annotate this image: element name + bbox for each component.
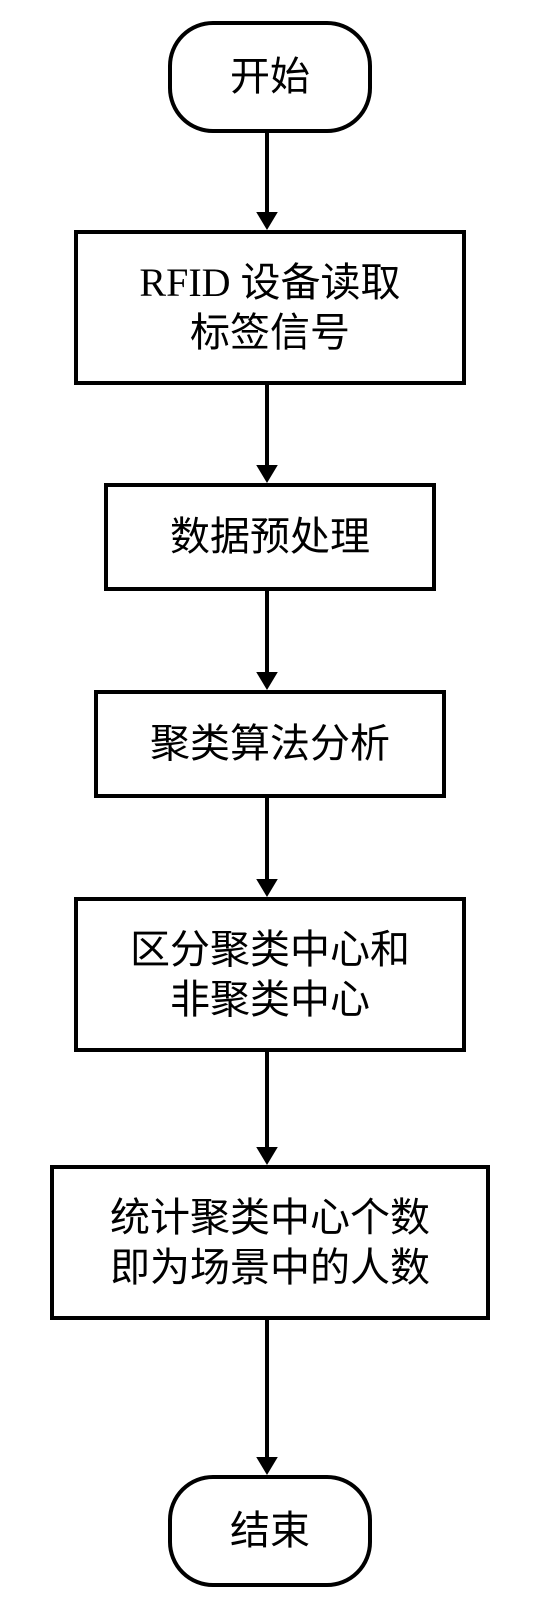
process-step-4: 区分聚类中心和 非聚类中心	[74, 897, 466, 1052]
process-step-2: 数据预处理	[104, 483, 436, 591]
arrow-3	[247, 798, 287, 897]
arrow-4	[247, 1052, 287, 1165]
step5-label: 统计聚类中心个数 即为场景中的人数	[110, 1193, 430, 1293]
process-step-5: 统计聚类中心个数 即为场景中的人数	[50, 1165, 490, 1320]
step2-label: 数据预处理	[170, 512, 370, 562]
flowchart-container: 开始 RFID 设备读取 标签信号 数据预处理 聚类算法分析 区分聚类中心和 非…	[0, 0, 533, 1613]
step3-label: 聚类算法分析	[150, 719, 390, 769]
process-step-3: 聚类算法分析	[94, 690, 446, 798]
arrow-0	[247, 133, 287, 230]
end-terminal: 结束	[168, 1475, 372, 1587]
end-label: 结束	[230, 1506, 310, 1556]
arrow-2	[247, 591, 287, 690]
arrow-1	[247, 385, 287, 483]
step4-label: 区分聚类中心和 非聚类中心	[130, 925, 410, 1025]
process-step-1: RFID 设备读取 标签信号	[74, 230, 466, 385]
step1-label: RFID 设备读取 标签信号	[139, 258, 400, 358]
start-label: 开始	[230, 52, 310, 102]
arrow-5	[247, 1320, 287, 1475]
start-terminal: 开始	[168, 21, 372, 133]
